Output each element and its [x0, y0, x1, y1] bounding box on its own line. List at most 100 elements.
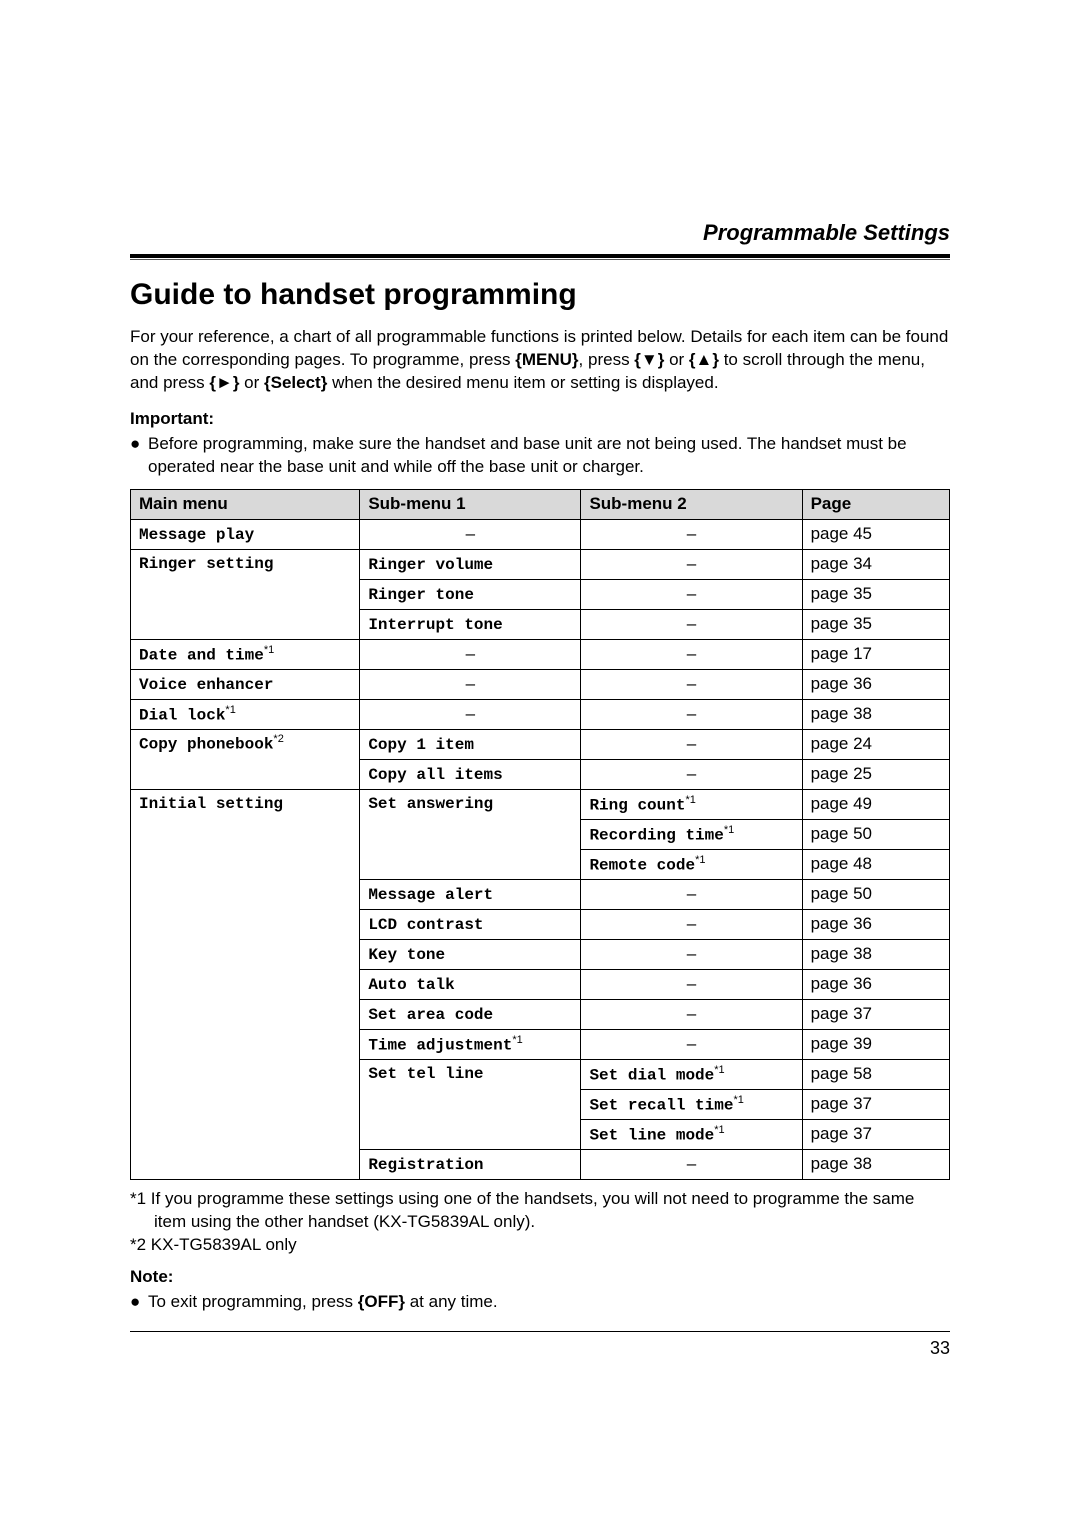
intro-text: or: [239, 373, 264, 392]
important-label: Important:: [130, 409, 950, 429]
cell-sub2: –: [581, 549, 802, 579]
th-main-menu: Main menu: [131, 489, 360, 519]
cell-page: page 38: [802, 699, 949, 729]
cell-sub1: –: [360, 519, 581, 549]
cell-page: page 36: [802, 909, 949, 939]
cell-sub1: Set tel line: [360, 1059, 581, 1149]
cell-sub1: –: [360, 699, 581, 729]
th-sub2: Sub-menu 2: [581, 489, 802, 519]
cell-sub2: –: [581, 879, 802, 909]
footnote-1: *1 If you programme these settings using…: [130, 1188, 950, 1257]
key-off: {OFF}: [358, 1292, 405, 1311]
note-bullet: ● To exit programming, press {OFF} at an…: [130, 1291, 950, 1314]
cell-sub1: Copy all items: [360, 759, 581, 789]
settings-table: Main menu Sub-menu 1 Sub-menu 2 Page Mes…: [130, 489, 950, 1180]
bottom-rule: [130, 1331, 950, 1332]
cell-sub1: Key tone: [360, 939, 581, 969]
cell-sub2: –: [581, 909, 802, 939]
table-row: Ringer settingRinger volume–page 34: [131, 549, 950, 579]
table-row: Voice enhancer––page 36: [131, 669, 950, 699]
cell-main-menu: Initial setting: [131, 789, 360, 1179]
cell-page: page 58: [802, 1059, 949, 1089]
double-rule: [130, 254, 950, 260]
cell-sub1: –: [360, 639, 581, 669]
cell-page: page 37: [802, 1089, 949, 1119]
cell-sub1: Ringer tone: [360, 579, 581, 609]
table-row: Message play––page 45: [131, 519, 950, 549]
cell-page: page 50: [802, 879, 949, 909]
bullet-icon: ●: [130, 1291, 148, 1314]
cell-sub2: –: [581, 579, 802, 609]
cell-page: page 37: [802, 1119, 949, 1149]
cell-sub1: Message alert: [360, 879, 581, 909]
cell-sub2: –: [581, 969, 802, 999]
table-row: Date and time*1––page 17: [131, 639, 950, 669]
cell-sub2: –: [581, 639, 802, 669]
cell-page: page 38: [802, 1149, 949, 1179]
cell-sub2: –: [581, 999, 802, 1029]
cell-sub2: –: [581, 669, 802, 699]
cell-page: page 24: [802, 729, 949, 759]
key-menu: {MENU}: [515, 350, 578, 369]
footnote-1-text: *1 If you programme these settings using…: [130, 1188, 950, 1234]
cell-sub2: –: [581, 519, 802, 549]
important-bullet: ● Before programming, make sure the hand…: [130, 433, 950, 479]
cell-page: page 35: [802, 609, 949, 639]
cell-page: page 37: [802, 999, 949, 1029]
page-heading: Guide to handset programming: [130, 278, 950, 312]
cell-sub1: Set answering: [360, 789, 581, 879]
intro-text: or: [664, 350, 689, 369]
cell-main-menu: Ringer setting: [131, 549, 360, 639]
cell-main-menu: Message play: [131, 519, 360, 549]
cell-page: page 48: [802, 849, 949, 879]
cell-page: page 25: [802, 759, 949, 789]
note-part: To exit programming, press: [148, 1292, 358, 1311]
manual-page: Programmable Settings Guide to handset p…: [0, 0, 1080, 1359]
cell-sub2: Recording time*1: [581, 819, 802, 849]
cell-page: page 50: [802, 819, 949, 849]
cell-sub2: –: [581, 1029, 802, 1059]
cell-page: page 36: [802, 669, 949, 699]
cell-sub2: Set dial mode*1: [581, 1059, 802, 1089]
cell-sub1: Ringer volume: [360, 549, 581, 579]
cell-sub2: Ring count*1: [581, 789, 802, 819]
cell-page: page 38: [802, 939, 949, 969]
cell-page: page 39: [802, 1029, 949, 1059]
cell-sub2: Remote code*1: [581, 849, 802, 879]
cell-main-menu: Dial lock*1: [131, 699, 360, 729]
bullet-icon: ●: [130, 433, 148, 479]
cell-main-menu: Copy phonebook*2: [131, 729, 360, 789]
cell-page: page 34: [802, 549, 949, 579]
page-number: 33: [130, 1338, 950, 1359]
table-row: Dial lock*1––page 38: [131, 699, 950, 729]
th-sub1: Sub-menu 1: [360, 489, 581, 519]
important-text: Before programming, make sure the handse…: [148, 433, 950, 479]
cell-page: page 36: [802, 969, 949, 999]
cell-sub2: –: [581, 729, 802, 759]
intro-text: , press: [579, 350, 635, 369]
key-down: {▼}: [634, 350, 664, 369]
footnote-2-text: *2 KX-TG5839AL only: [130, 1234, 950, 1257]
cell-main-menu: Date and time*1: [131, 639, 360, 669]
key-right: {►}: [209, 373, 239, 392]
key-up: {▲}: [689, 350, 719, 369]
note-text: To exit programming, press {OFF} at any …: [148, 1291, 950, 1314]
cell-page: page 35: [802, 579, 949, 609]
cell-sub1: Interrupt tone: [360, 609, 581, 639]
cell-sub2: –: [581, 939, 802, 969]
table-row: Initial settingSet answeringRing count*1…: [131, 789, 950, 819]
cell-main-menu: Voice enhancer: [131, 669, 360, 699]
cell-sub1: Time adjustment*1: [360, 1029, 581, 1059]
intro-paragraph: For your reference, a chart of all progr…: [130, 326, 950, 395]
cell-sub1: Copy 1 item: [360, 729, 581, 759]
cell-page: page 49: [802, 789, 949, 819]
intro-text: when the desired menu item or setting is…: [327, 373, 718, 392]
section-title: Programmable Settings: [130, 220, 950, 246]
cell-sub2: Set recall time*1: [581, 1089, 802, 1119]
th-page: Page: [802, 489, 949, 519]
cell-sub2: –: [581, 699, 802, 729]
note-label: Note:: [130, 1267, 950, 1287]
cell-sub1: –: [360, 669, 581, 699]
cell-sub2: –: [581, 1149, 802, 1179]
cell-sub2: –: [581, 609, 802, 639]
